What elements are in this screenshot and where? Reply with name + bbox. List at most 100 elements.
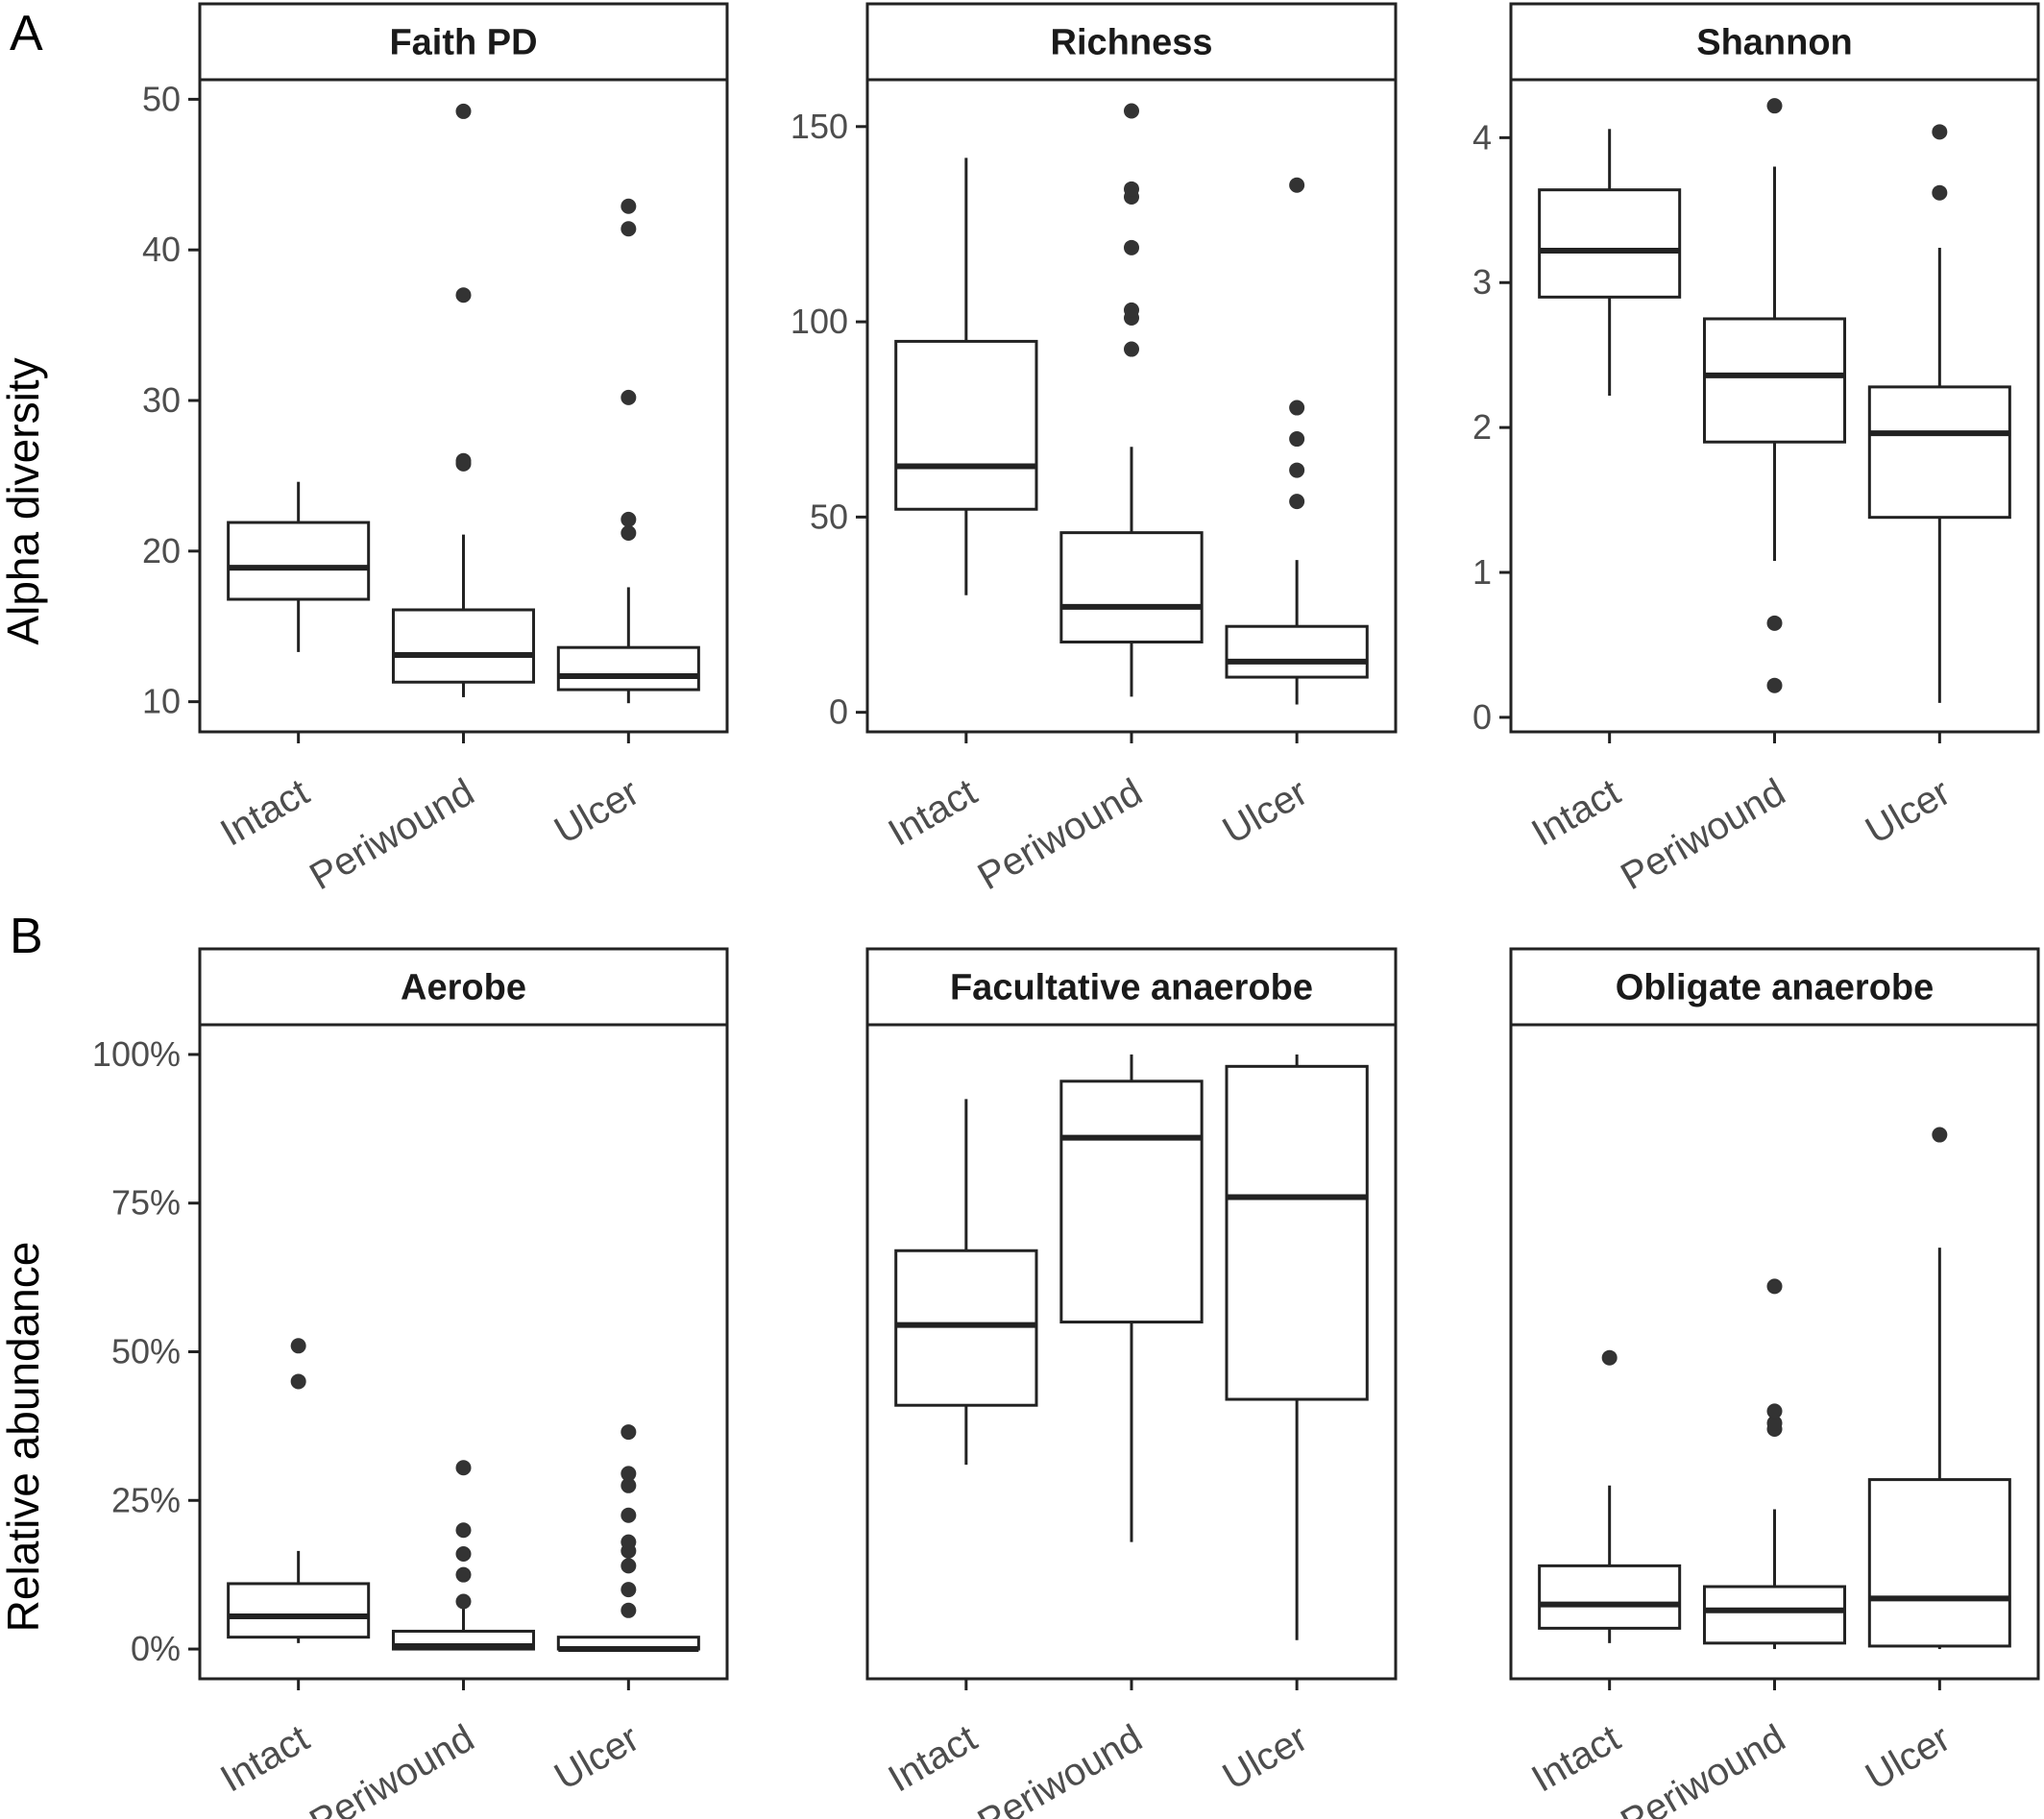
outlier-point — [1124, 181, 1139, 197]
outlier-point — [1289, 400, 1305, 416]
outlier-point — [620, 198, 637, 214]
box-ulcer — [556, 198, 700, 704]
iqr-box — [227, 521, 371, 601]
box-periwound — [1702, 1278, 1847, 1650]
y-tick-label: 75% — [111, 1183, 181, 1223]
outlier-point — [1766, 677, 1783, 693]
outlier-point — [455, 1460, 472, 1476]
row-a-y-title: Alpha diversity — [0, 357, 48, 644]
y-tick-label: 40 — [142, 230, 181, 269]
outlier-point — [1124, 302, 1139, 318]
facet-title: Shannon — [1696, 23, 1853, 63]
outlier-point — [455, 1566, 472, 1583]
box-periwound — [1702, 98, 1847, 693]
outlier-point — [455, 287, 472, 303]
iqr-box — [1225, 624, 1369, 679]
y-tick-label: 3 — [1472, 262, 1492, 302]
facet-title: Obligate anaerobe — [1616, 968, 1934, 1008]
outlier-point — [455, 1522, 472, 1539]
outlier-point — [1124, 103, 1139, 119]
y-tick-label: 2 — [1472, 407, 1492, 447]
outlier-point — [620, 1507, 637, 1523]
iqr-box — [1702, 1585, 1847, 1645]
facet-strip — [198, 2, 729, 82]
y-tick-label: 0 — [1472, 697, 1492, 737]
y-tick-label: 10 — [142, 682, 181, 721]
iqr-box — [894, 339, 1038, 511]
y-tick-label: 100 — [791, 302, 848, 341]
outlier-point — [455, 1593, 472, 1610]
outlier-point — [620, 389, 637, 405]
outlier-point — [620, 1582, 637, 1598]
iqr-box — [1059, 1079, 1204, 1324]
outlier-point — [620, 1466, 637, 1482]
iqr-box — [1225, 1064, 1369, 1401]
iqr-box — [1702, 317, 1847, 444]
y-tick-label: 150 — [791, 107, 848, 146]
box-ulcer — [1867, 124, 2011, 703]
y-tick-label: 1 — [1472, 552, 1492, 592]
box-intact — [894, 158, 1038, 595]
iqr-box — [556, 645, 700, 691]
outlier-point — [1932, 1127, 1948, 1143]
outlier-point — [1289, 462, 1305, 478]
outlier-point — [620, 1558, 637, 1574]
outlier-point — [1766, 1415, 1783, 1431]
box-intact — [227, 1338, 371, 1643]
iqr-box — [227, 1582, 371, 1639]
box-periwound — [391, 103, 536, 697]
box-intact — [227, 481, 371, 652]
outlier-point — [620, 1602, 637, 1618]
facet-title: Faith PD — [389, 23, 537, 63]
facet-strip — [865, 2, 1398, 82]
outlier-point — [620, 525, 637, 542]
outlier-point — [1289, 494, 1305, 510]
box-ulcer — [1225, 1054, 1369, 1640]
box-periwound — [1059, 1054, 1204, 1542]
outlier-point — [1289, 431, 1305, 448]
panel-label-a: A — [10, 6, 43, 61]
y-tick-label: 50% — [111, 1332, 181, 1371]
facet-title: Richness — [1051, 23, 1213, 63]
outlier-point — [620, 1534, 637, 1550]
y-tick-label: 0% — [131, 1629, 181, 1668]
box-intact — [1538, 129, 1682, 396]
outlier-point — [1124, 341, 1139, 357]
outlier-point — [1766, 1278, 1783, 1295]
outlier-point — [1766, 615, 1783, 631]
outlier-point — [290, 1338, 306, 1354]
outlier-point — [1766, 98, 1783, 114]
outlier-point — [455, 452, 472, 469]
y-tick-label: 4 — [1472, 117, 1492, 157]
outlier-point — [1289, 177, 1305, 193]
box-periwound — [391, 1460, 536, 1651]
facet-strip — [1509, 2, 2040, 82]
outlier-point — [1601, 1349, 1618, 1366]
outlier-point — [620, 1424, 637, 1441]
outlier-point — [620, 221, 637, 237]
outlier-point — [1124, 239, 1139, 255]
outlier-point — [620, 1477, 637, 1493]
box-intact — [894, 1099, 1038, 1466]
iqr-box — [894, 1249, 1038, 1407]
row-b-y-title: Relative abundance — [0, 1242, 48, 1633]
box-ulcer — [1867, 1127, 2011, 1650]
y-tick-label: 30 — [142, 380, 181, 420]
outlier-point — [620, 511, 637, 527]
y-tick-label: 25% — [111, 1480, 181, 1519]
y-tick-label: 0 — [829, 692, 848, 732]
y-tick-label: 20 — [142, 531, 181, 570]
box-ulcer — [556, 1424, 700, 1653]
outlier-point — [1932, 124, 1948, 140]
box-intact — [1538, 1349, 1682, 1643]
outlier-point — [1932, 184, 1948, 201]
iqr-box — [1538, 188, 1682, 299]
iqr-box — [1867, 385, 2011, 520]
outlier-point — [455, 1545, 472, 1562]
y-tick-label: 100% — [92, 1034, 181, 1074]
facet-title: Facultative anaerobe — [950, 968, 1313, 1008]
